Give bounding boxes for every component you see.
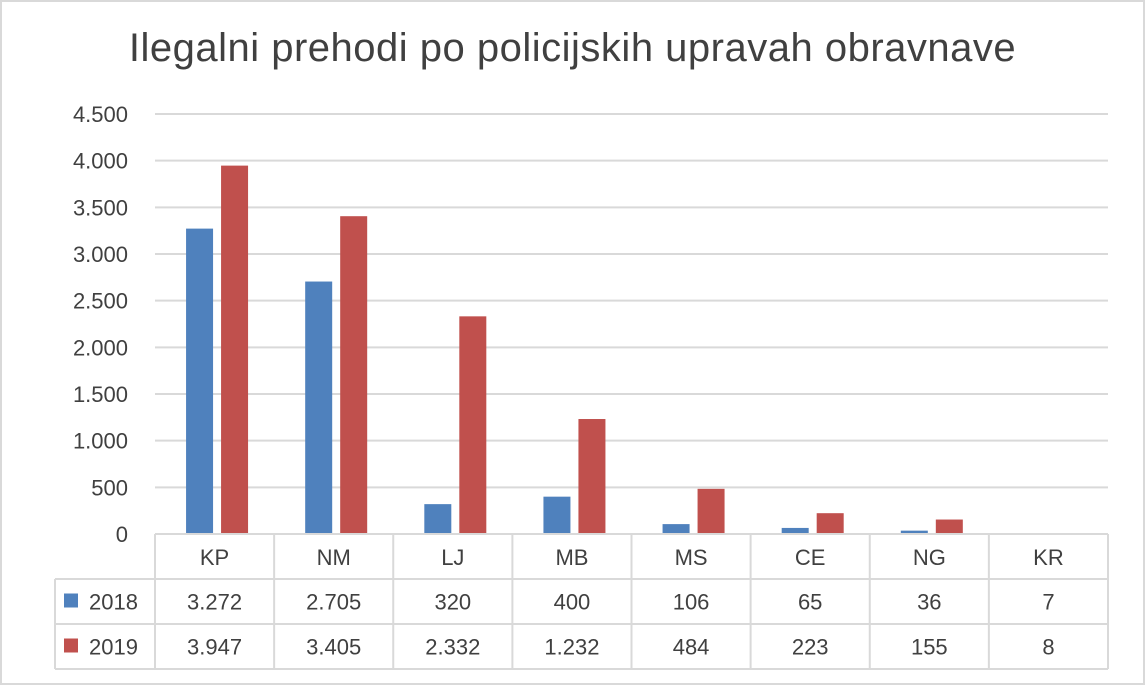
x-tick-label: NG xyxy=(913,545,946,570)
x-tick-label: CE xyxy=(795,545,826,570)
y-tick-label: 4.000 xyxy=(73,149,128,174)
data-label: 484 xyxy=(673,635,710,660)
legend-label: 2018 xyxy=(89,590,138,615)
data-label: 36 xyxy=(917,590,941,615)
bar-2019-CE xyxy=(816,513,844,534)
bar-2019-NG xyxy=(935,519,963,534)
bar-2018-LJ xyxy=(424,504,452,534)
data-label: 8 xyxy=(1042,635,1054,660)
legend-swatch xyxy=(64,638,78,653)
data-label: 65 xyxy=(798,590,822,615)
data-label: 3.947 xyxy=(187,635,242,660)
data-label: 2.705 xyxy=(306,590,361,615)
y-tick-label: 2.500 xyxy=(73,289,128,314)
data-label: 1.232 xyxy=(544,635,599,660)
bar-2019-KP xyxy=(221,165,249,534)
x-tick-label: MS xyxy=(675,545,708,570)
bar-2018-NM xyxy=(305,281,333,534)
y-tick-label: 1.000 xyxy=(73,429,128,454)
data-label: 400 xyxy=(554,590,591,615)
x-tick-label: KR xyxy=(1033,545,1064,570)
x-tick-label: KP xyxy=(200,545,229,570)
y-tick-label: 3.500 xyxy=(73,195,128,220)
legend-swatch xyxy=(64,593,78,608)
x-tick-label: LJ xyxy=(441,545,464,570)
data-label: 155 xyxy=(911,635,948,660)
data-label: 3.272 xyxy=(187,590,242,615)
data-label: 223 xyxy=(792,635,829,660)
y-tick-label: 1.500 xyxy=(73,382,128,407)
y-tick-label: 2.000 xyxy=(73,335,128,360)
bar-2019-MB xyxy=(578,419,606,534)
chart-title: Ilegalni prehodi po policijskih upravah … xyxy=(128,26,1017,70)
y-axis-ticks: 0 500 1.000 1.500 2.000 2.500 3.000 3.500 4.000 4… xyxy=(73,102,128,547)
x-tick-label: MB xyxy=(555,545,588,570)
bar-2018-KP xyxy=(186,228,214,534)
y-tick-label: 500 xyxy=(91,475,128,500)
data-label: 106 xyxy=(673,590,710,615)
bar-2018-NG xyxy=(900,530,928,534)
legend-label: 2019 xyxy=(89,635,138,660)
y-tick-label: 0 xyxy=(116,522,128,547)
data-label: 2.332 xyxy=(425,635,480,660)
data-label: 7 xyxy=(1042,590,1054,615)
data-table: KP NM LJ MB MS CE NG KR 2018 3.272 2.705 320 400 106 6… xyxy=(54,533,1109,670)
x-tick-label: NM xyxy=(317,545,351,570)
data-label: 320 xyxy=(434,590,471,615)
bar-2018-MS xyxy=(662,524,690,534)
bar-2019-MS xyxy=(697,488,725,534)
y-tick-label: 3.000 xyxy=(73,242,128,267)
bar-2018-MB xyxy=(543,496,571,534)
bars xyxy=(186,165,1082,534)
data-label: 3.405 xyxy=(306,635,361,660)
bar-2018-CE xyxy=(781,527,809,534)
bar-2019-NM xyxy=(340,216,368,534)
y-tick-label: 4.500 xyxy=(73,102,128,127)
gridlines xyxy=(155,113,1108,489)
bar-2019-LJ xyxy=(459,316,487,534)
